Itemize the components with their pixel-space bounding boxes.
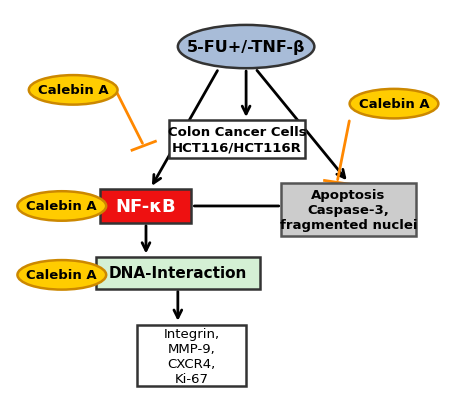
Text: Calebin A: Calebin A (27, 269, 97, 282)
FancyBboxPatch shape (100, 190, 191, 223)
FancyBboxPatch shape (169, 121, 305, 158)
Text: DNA-Interaction: DNA-Interaction (109, 266, 247, 281)
FancyBboxPatch shape (96, 258, 260, 289)
Text: Calebin A: Calebin A (27, 200, 97, 213)
Text: 5-FU+/-TNF-β: 5-FU+/-TNF-β (187, 40, 305, 55)
FancyBboxPatch shape (137, 325, 246, 386)
Text: Calebin A: Calebin A (38, 84, 109, 97)
Text: Calebin A: Calebin A (359, 98, 429, 111)
Text: NF-κB: NF-κB (116, 198, 176, 216)
Ellipse shape (29, 76, 118, 106)
Text: Integrin,
MMP-9,
CXCR4,
Ki-67: Integrin, MMP-9, CXCR4, Ki-67 (164, 327, 219, 384)
Ellipse shape (18, 261, 106, 290)
Ellipse shape (18, 192, 106, 221)
Ellipse shape (178, 26, 314, 69)
Text: Colon Cancer Cells
HCT116/HCT116R: Colon Cancer Cells HCT116/HCT116R (168, 126, 306, 154)
Ellipse shape (350, 90, 438, 119)
FancyBboxPatch shape (282, 184, 416, 237)
Text: Apoptosis
Caspase-3,
fragmented nuclei: Apoptosis Caspase-3, fragmented nuclei (280, 189, 417, 232)
